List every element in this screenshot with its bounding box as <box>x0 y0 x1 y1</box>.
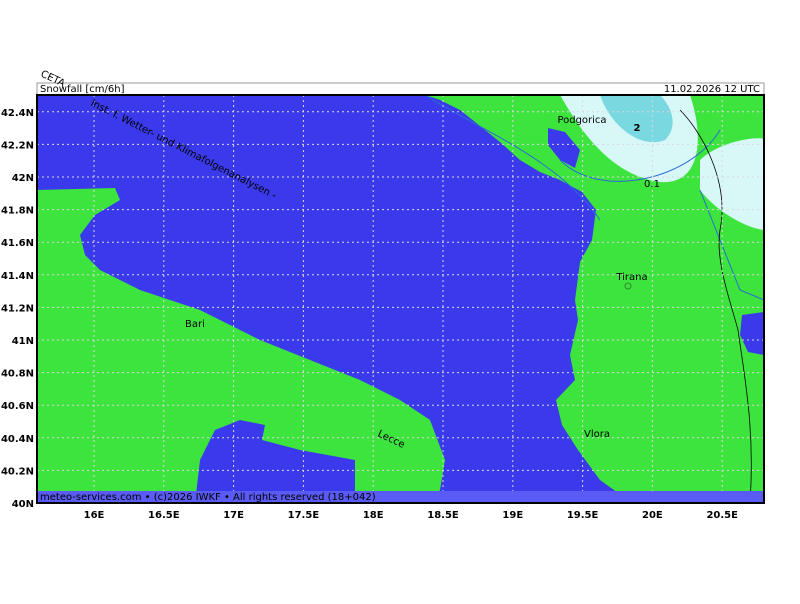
y-tick-label: 42.2N <box>1 140 34 151</box>
land-balkans <box>425 95 764 503</box>
x-tick-label: 16.5E <box>148 510 180 521</box>
city-label: Bari <box>185 319 205 330</box>
x-tick-label: 17E <box>223 510 244 521</box>
x-tick-label: 18E <box>363 510 384 521</box>
y-tick-label: 40.2N <box>1 466 34 477</box>
y-tick-label: 41.6N <box>1 238 34 249</box>
city-label: Tirana <box>615 272 647 283</box>
lake-scutari <box>548 128 580 168</box>
contour-label: 0.1 <box>644 179 660 190</box>
lake-ohrid <box>740 312 764 355</box>
map: meteo-services.com • (c)2026 IWKF • All … <box>37 95 764 503</box>
y-tick-label: 40N <box>12 499 34 510</box>
x-tick-label: 20E <box>642 510 663 521</box>
y-tick-label: 41.4N <box>1 271 34 282</box>
y-tick-label: 40.6N <box>1 401 34 412</box>
grid <box>37 95 764 503</box>
y-tick-label: 41.2N <box>1 303 34 314</box>
x-tick-label: 17.5E <box>288 510 320 521</box>
y-tick-label: 42.4N <box>1 108 34 119</box>
footer-band <box>37 491 764 503</box>
map-frame <box>36 94 765 504</box>
y-tick-label: 40.4N <box>1 434 34 445</box>
land-italy <box>37 188 445 503</box>
river <box>424 95 764 301</box>
x-tick-label: 20.5E <box>706 510 738 521</box>
snow-core <box>600 95 673 143</box>
header-bar <box>36 82 765 96</box>
y-tick-label: 41.8N <box>1 206 34 217</box>
x-tick-label: 16E <box>84 510 105 521</box>
x-tick-label: 19E <box>502 510 523 521</box>
valid-time: 11.02.2026 12 UTC <box>664 84 760 95</box>
city-marker <box>624 282 632 290</box>
axes: 40N 40.2N 40.4N 40.6N 40.8N 41N 41.2N 41.4N 41.6… <box>1 108 738 521</box>
y-tick-label: 40.8N <box>1 369 34 380</box>
x-tick-label: 18.5E <box>427 510 459 521</box>
product-title: Snowfall [cm/6h] <box>40 84 125 95</box>
border <box>679 109 752 503</box>
contour-label: 2 <box>634 123 641 134</box>
y-tick-label: 42N <box>12 173 34 184</box>
snow-area <box>700 138 764 230</box>
y-tick-label: 41N <box>12 336 34 347</box>
city-label: Vlora <box>584 429 610 440</box>
x-tick-label: 19.5E <box>567 510 599 521</box>
city-label: Podgorica <box>557 115 606 126</box>
footer-text: meteo-services.com • (c)2026 IWKF • All … <box>40 492 376 503</box>
